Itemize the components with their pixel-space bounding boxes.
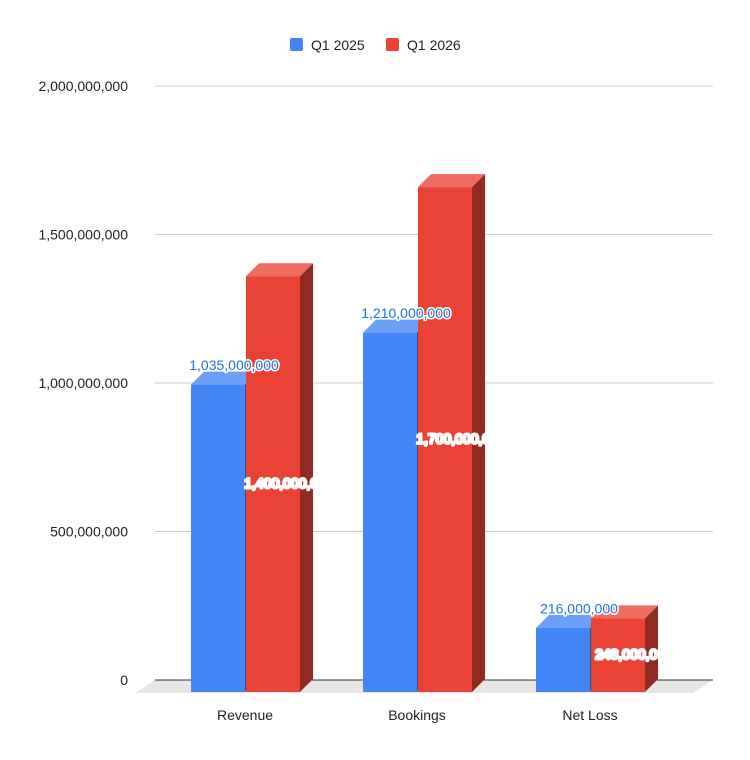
data-labels: 1,035,000,000 1,400,000,000 1,210,000,000 1… bbox=[188, 304, 675, 664]
bar-front bbox=[418, 187, 472, 692]
y-tick-label: 1,000,000,000 bbox=[38, 375, 128, 391]
bar-front bbox=[591, 618, 645, 692]
bar-top bbox=[591, 605, 658, 619]
y-tick-label: 1,500,000,000 bbox=[38, 227, 128, 243]
bar-q1-2026-bookings bbox=[418, 174, 485, 693]
x-tick-label: Net Loss bbox=[562, 707, 617, 723]
y-tick-label: 500,000,000 bbox=[50, 524, 128, 540]
bar-front bbox=[191, 384, 245, 692]
bar-front bbox=[363, 332, 417, 692]
x-axis: Revenue Bookings Net Loss bbox=[217, 707, 618, 723]
data-label: 1,400,000,000 bbox=[244, 475, 334, 491]
bar-top bbox=[191, 371, 258, 385]
bar-top bbox=[418, 174, 485, 188]
chart-legend: Q1 2025 Q1 2026 bbox=[290, 37, 461, 53]
legend-swatch bbox=[290, 38, 303, 51]
bar-q1-2026-net-loss bbox=[591, 605, 658, 692]
y-axis: 0 500,000,000 1,000,000,000 1,500,000,000 2,… bbox=[38, 78, 128, 688]
y-tick-label: 2,000,000,000 bbox=[38, 78, 128, 94]
legend-swatch bbox=[386, 38, 399, 51]
data-label: 1,700,000,000 bbox=[416, 431, 506, 447]
data-label: 1,210,000,000 bbox=[361, 305, 451, 321]
x-tick-label: Revenue bbox=[217, 707, 273, 723]
bar-side bbox=[300, 263, 313, 692]
bar-top bbox=[363, 319, 430, 333]
legend-label: Q1 2025 bbox=[311, 37, 365, 53]
data-label: 1,035,000,000 bbox=[189, 357, 279, 373]
y-tick-label: 0 bbox=[120, 672, 128, 688]
legend-label: Q1 2026 bbox=[407, 37, 461, 53]
bar-front bbox=[246, 276, 300, 692]
data-label: 248,000,000 bbox=[595, 646, 673, 662]
bar-q1-2025-revenue bbox=[191, 371, 258, 692]
data-label: 216,000,000 bbox=[540, 600, 618, 616]
x-tick-label: Bookings bbox=[388, 707, 446, 723]
bar-q1-2026-revenue bbox=[246, 263, 313, 692]
bar-series bbox=[191, 174, 658, 693]
bar-front bbox=[536, 627, 590, 692]
bar-top bbox=[246, 263, 313, 277]
bar-side bbox=[645, 605, 658, 692]
bar-top bbox=[536, 614, 603, 628]
bar-side bbox=[472, 174, 485, 693]
